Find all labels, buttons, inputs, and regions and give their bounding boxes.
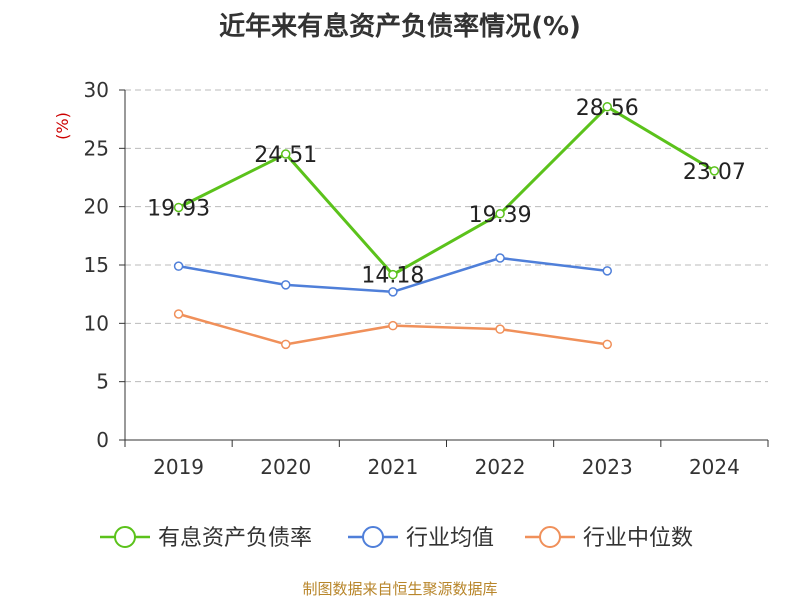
data-label: 19.93: [147, 196, 210, 221]
legend-marker-2: [539, 526, 561, 548]
legend-marker-1: [362, 526, 384, 548]
data-point-0: [281, 149, 291, 159]
data-point-0: [173, 202, 184, 213]
data-point-0: [602, 102, 612, 112]
data-point-2: [281, 339, 291, 350]
data-point-2: [173, 309, 184, 319]
data-point-2: [495, 324, 505, 334]
data-point-1: [173, 261, 184, 271]
x-tick-label: 2024: [689, 455, 740, 479]
data-point-1: [281, 280, 291, 290]
data-point-0: [388, 269, 398, 280]
source-note: 制图数据来自恒生聚源数据库: [302, 580, 498, 598]
y-tick-label: 30: [84, 78, 109, 102]
y-tick-label: 10: [84, 311, 109, 335]
data-point-1: [495, 253, 505, 263]
data-point-0: [495, 209, 505, 219]
x-tick-label: 2020: [260, 455, 311, 479]
x-tick-label: 2022: [475, 455, 526, 479]
y-tick-label: 0: [96, 428, 109, 452]
x-tick-label: 2023: [582, 455, 633, 479]
y-tick-label: 5: [96, 370, 109, 394]
x-tick-label: 2019: [153, 455, 204, 479]
data-label: 24.51: [254, 143, 317, 168]
data-label: 23.07: [683, 160, 746, 185]
x-tick-label: 2021: [367, 455, 418, 479]
data-point-0: [709, 166, 720, 176]
chart-title: 近年来有息资产负债率情况(%): [219, 12, 581, 42]
legend-label-0: 有息资产负债率: [158, 526, 312, 551]
legend-marker-0: [114, 526, 136, 548]
y-tick-label: 20: [84, 195, 109, 219]
y-tick-label: 25: [84, 136, 109, 160]
data-label: 14.18: [361, 264, 424, 289]
data-point-1: [388, 287, 398, 297]
data-label: 19.39: [469, 203, 532, 228]
series-line-0: [177, 105, 716, 277]
y-tick-label: 15: [84, 253, 109, 277]
y-axis-label: (%): [53, 112, 72, 140]
data-point-2: [602, 339, 612, 350]
legend-label-1: 行业均值: [406, 526, 494, 551]
data-label: 28.56: [576, 96, 639, 121]
data-point-1: [602, 266, 612, 276]
legend-label-2: 行业中位数: [583, 526, 693, 551]
data-point-2: [388, 320, 398, 331]
